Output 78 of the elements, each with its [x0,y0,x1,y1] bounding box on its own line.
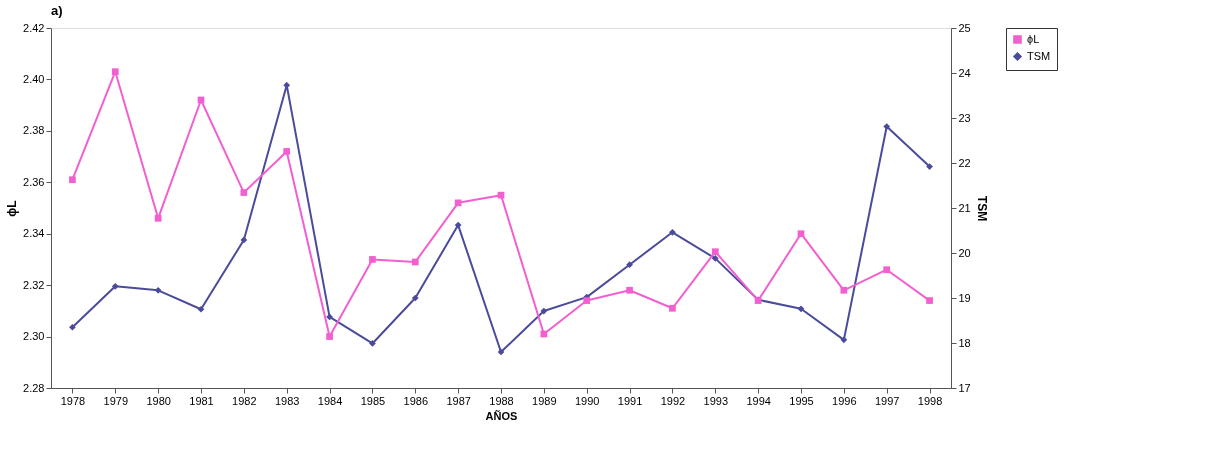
x-tick-label: 1987 [446,394,471,407]
point [626,261,633,269]
point [883,123,891,130]
point [154,287,162,294]
y-tick-label: 2.32 [23,278,45,291]
point [669,304,676,312]
x-tick-label: 1995 [789,394,814,407]
x-tick-label: 1990 [574,394,600,407]
chart-title: a) [51,3,63,18]
legend-label: TSM [1027,49,1051,62]
point [369,340,376,347]
point [926,297,933,304]
point [240,236,248,244]
point [326,313,333,321]
x-tick-label: 1983 [274,394,300,407]
x-tick-label: 1994 [746,394,771,407]
point [69,176,76,184]
y2-tick-label: 19 [958,291,971,304]
y2-tick-label: 25 [958,21,971,34]
point [626,286,633,294]
x-tick-label: 1988 [489,394,514,407]
y-tick-label: 2.36 [23,175,45,188]
y-tick-label: 2.38 [23,124,45,137]
y2-tick-label: 24 [958,66,971,79]
point [711,248,719,256]
point [797,230,805,238]
point [111,282,119,290]
point [411,258,419,266]
point [283,148,291,155]
point [540,307,548,315]
y2-tick-label: 23 [958,111,971,124]
y-tick-label: 2.28 [23,381,45,394]
point [111,68,119,76]
y2-tick-label: 17 [958,381,971,394]
point [197,305,205,313]
x-tick-label: 1981 [189,394,214,407]
point [69,323,76,331]
point [583,297,591,304]
y2-tick-label: 21 [958,201,971,214]
y-tick-label: 2.30 [23,330,45,343]
y2-tick-label: 18 [958,336,971,349]
point [711,255,719,262]
x-tick-label: 1978 [60,394,86,407]
x-tick-label: 1985 [360,394,386,407]
x-tick-label: 1989 [532,394,557,407]
point [154,214,162,222]
x-tick-label: 1992 [660,394,686,407]
y2-axis-title: TSM [974,195,989,222]
point [411,294,419,302]
y-tick-label: 2.34 [23,227,45,240]
y-axis-title: ϕL [5,200,20,217]
y-tick-label: 2.40 [23,72,45,85]
y-tick-label: 2.42 [23,21,45,34]
legend-label: ϕL [1027,32,1040,45]
point [369,256,376,263]
x-axis-title: AÑOS [485,409,518,422]
point [669,228,676,236]
y2-tick-label: 20 [958,246,971,259]
x-tick-label: 1980 [146,394,171,407]
x-tick-label: 1982 [232,394,257,407]
point [326,333,333,340]
point [883,266,891,274]
x-tick-label: 1986 [403,394,429,407]
point [240,189,248,196]
x-tick-label: 1993 [703,394,729,407]
x-tick-label: 1979 [103,394,129,407]
x-tick-label: 1997 [874,394,900,407]
point [497,348,505,356]
point [926,163,933,170]
x-tick-label: 1984 [317,394,343,407]
point [454,221,462,229]
point [797,305,805,313]
y2-tick-label: 22 [958,156,971,169]
point [840,336,848,344]
x-tick-label: 1991 [617,394,643,407]
point [840,286,848,294]
x-tick-label: 1998 [917,394,943,407]
x-tick-label: 1996 [832,394,857,407]
